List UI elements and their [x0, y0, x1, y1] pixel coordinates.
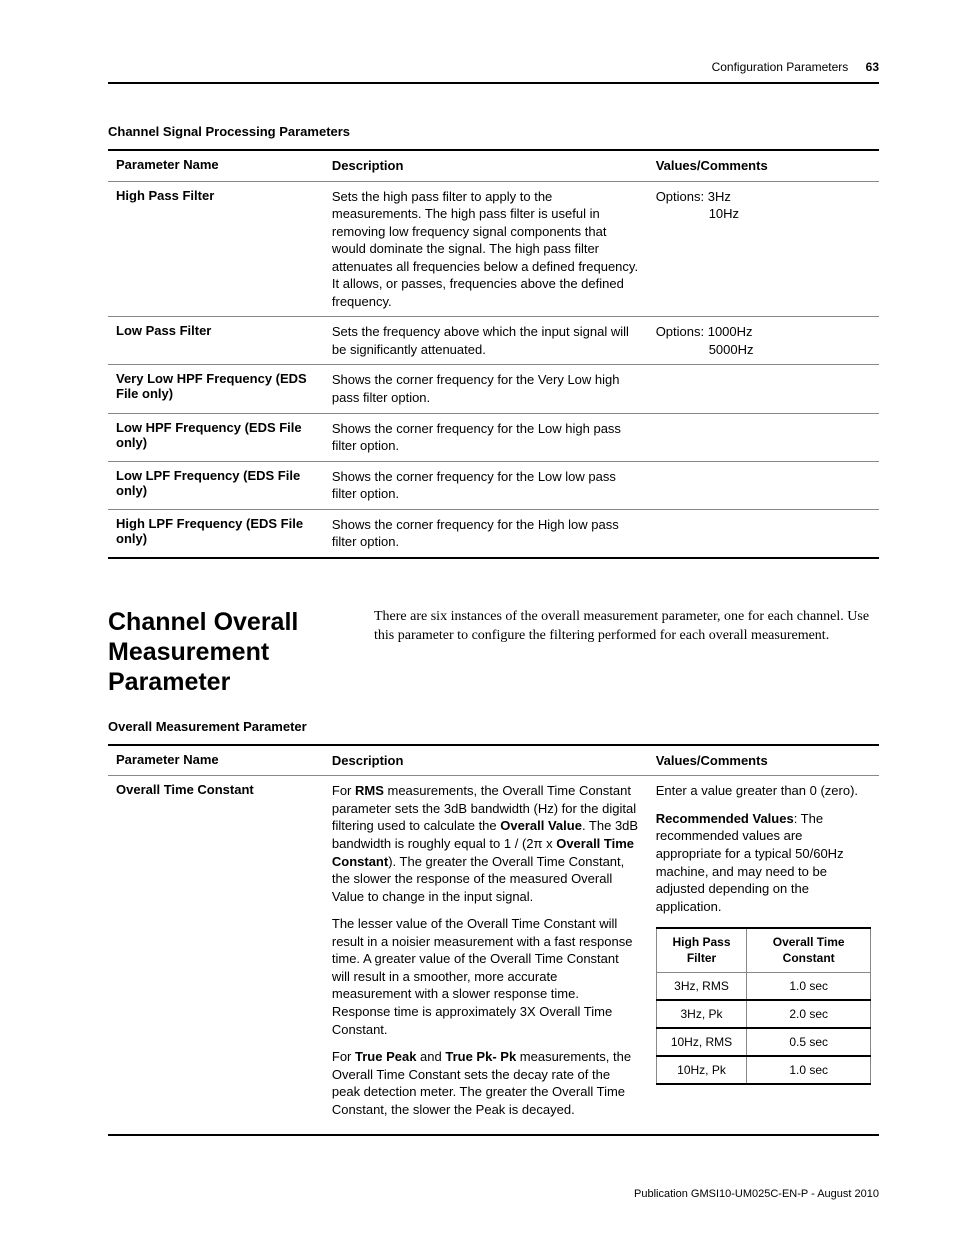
- b: Overall Value: [500, 818, 582, 833]
- inner-cell: 10Hz, Pk: [656, 1056, 747, 1084]
- section-heading: Channel Overall Measurement Parameter: [108, 607, 348, 697]
- table2: Parameter Name Description Values/Commen…: [108, 744, 879, 1136]
- param-desc: Shows the corner frequency for the Very …: [324, 365, 648, 413]
- param-desc: Shows the corner frequency for the High …: [324, 509, 648, 558]
- inner-h1: High Pass Filter: [656, 928, 747, 972]
- table1-header-vals: Values/Comments: [648, 150, 879, 181]
- footer-publication: Publication GMSI10-UM025C-EN-P - August …: [634, 1188, 879, 1200]
- table-row: Low HPF Frequency (EDS File only) Shows …: [108, 413, 879, 461]
- t: and: [416, 1049, 445, 1064]
- inner-header-row: High Pass Filter Overall Time Constant: [656, 928, 870, 972]
- param-desc: Shows the corner frequency for the Low l…: [324, 461, 648, 509]
- param-vals: Options: 1000Hz 5000Hz: [648, 317, 879, 365]
- param-name: High LPF Frequency (EDS File only): [108, 509, 324, 558]
- vals-line2: 10Hz: [656, 205, 871, 223]
- table2-header-row: Parameter Name Description Values/Commen…: [108, 745, 879, 776]
- desc-para-3: For True Peak and True Pk- Pk measuremen…: [332, 1048, 640, 1118]
- page: Configuration Parameters 63 Channel Sign…: [0, 0, 954, 1235]
- b: RMS: [355, 783, 384, 798]
- vals-line1: Options: 3Hz: [656, 189, 731, 204]
- param-vals: [648, 365, 879, 413]
- param-vals: [648, 461, 879, 509]
- table1-header-name: Parameter Name: [108, 150, 324, 181]
- inner-h2: Overall Time Constant: [747, 928, 871, 972]
- table-row: Low Pass Filter Sets the frequency above…: [108, 317, 879, 365]
- param-desc: Shows the corner frequency for the Low h…: [324, 413, 648, 461]
- vals-line1: Options: 1000Hz: [656, 324, 753, 339]
- table-row: Low LPF Frequency (EDS File only) Shows …: [108, 461, 879, 509]
- section-block: Channel Overall Measurement Parameter Th…: [108, 607, 879, 697]
- table2-header-desc: Description: [324, 745, 648, 776]
- param-desc: Sets the frequency above which the input…: [324, 317, 648, 365]
- table1-header-desc: Description: [324, 150, 648, 181]
- param-desc: For RMS measurements, the Overall Time C…: [324, 776, 648, 1135]
- param-name: Overall Time Constant: [108, 776, 324, 1135]
- param-name: Low Pass Filter: [108, 317, 324, 365]
- inner-cell: 10Hz, RMS: [656, 1028, 747, 1056]
- inner-cell: 2.0 sec: [747, 1000, 871, 1028]
- header-rule: [108, 82, 879, 84]
- table-row: Very Low HPF Frequency (EDS File only) S…: [108, 365, 879, 413]
- inner-cell: 3Hz, RMS: [656, 972, 747, 1000]
- param-name: Low HPF Frequency (EDS File only): [108, 413, 324, 461]
- page-number: 63: [866, 60, 879, 74]
- b: True Pk- Pk: [445, 1049, 516, 1064]
- t: For: [332, 783, 355, 798]
- table1-header-row: Parameter Name Description Values/Commen…: [108, 150, 879, 181]
- param-name: Very Low HPF Frequency (EDS File only): [108, 365, 324, 413]
- chapter-title: Configuration Parameters: [712, 60, 849, 74]
- inner-row: 3Hz, Pk 2.0 sec: [656, 1000, 870, 1028]
- page-header: Configuration Parameters 63: [108, 60, 879, 74]
- table1: Parameter Name Description Values/Commen…: [108, 149, 879, 559]
- rec-label: Recommended Values: [656, 811, 794, 826]
- table2-header-name: Parameter Name: [108, 745, 324, 776]
- inner-table: High Pass Filter Overall Time Constant 3…: [656, 927, 871, 1085]
- inner-row: 10Hz, Pk 1.0 sec: [656, 1056, 870, 1084]
- param-vals: [648, 509, 879, 558]
- t: For: [332, 1049, 355, 1064]
- b: True Peak: [355, 1049, 416, 1064]
- param-name: Low LPF Frequency (EDS File only): [108, 461, 324, 509]
- inner-cell: 3Hz, Pk: [656, 1000, 747, 1028]
- param-vals: [648, 413, 879, 461]
- vals-intro: Enter a value greater than 0 (zero).: [656, 782, 871, 800]
- rec-text: : The recommended values are appropriate…: [656, 811, 844, 914]
- table2-caption: Overall Measurement Parameter: [108, 719, 879, 734]
- inner-row: 3Hz, RMS 1.0 sec: [656, 972, 870, 1000]
- table-row: Overall Time Constant For RMS measuremen…: [108, 776, 879, 1135]
- param-vals: Enter a value greater than 0 (zero). Rec…: [648, 776, 879, 1135]
- param-desc: Sets the high pass filter to apply to th…: [324, 181, 648, 317]
- desc-para-1: For RMS measurements, the Overall Time C…: [332, 782, 640, 905]
- table-row: High Pass Filter Sets the high pass filt…: [108, 181, 879, 317]
- table-row: High LPF Frequency (EDS File only) Shows…: [108, 509, 879, 558]
- inner-cell: 0.5 sec: [747, 1028, 871, 1056]
- section-body: There are six instances of the overall m…: [374, 607, 879, 697]
- table2-header-vals: Values/Comments: [648, 745, 879, 776]
- inner-cell: 1.0 sec: [747, 972, 871, 1000]
- vals-rec: Recommended Values: The recommended valu…: [656, 810, 871, 915]
- table1-caption: Channel Signal Processing Parameters: [108, 124, 879, 139]
- inner-row: 10Hz, RMS 0.5 sec: [656, 1028, 870, 1056]
- vals-line2: 5000Hz: [656, 341, 871, 359]
- param-vals: Options: 3Hz 10Hz: [648, 181, 879, 317]
- param-name: High Pass Filter: [108, 181, 324, 317]
- desc-para-2: The lesser value of the Overall Time Con…: [332, 915, 640, 1038]
- inner-cell: 1.0 sec: [747, 1056, 871, 1084]
